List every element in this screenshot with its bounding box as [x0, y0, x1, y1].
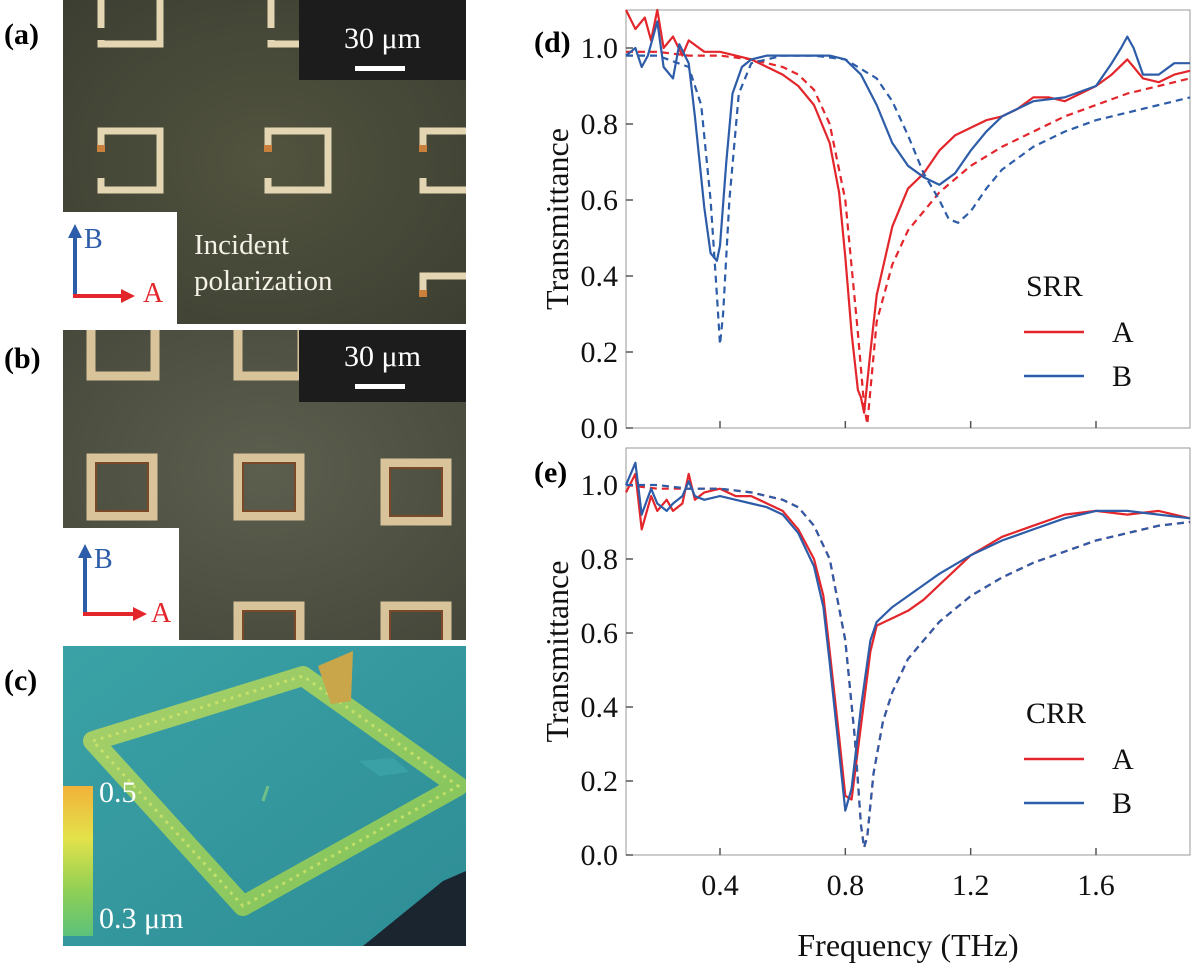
axis-b-arrowhead — [68, 224, 82, 238]
scale-bar-line — [355, 66, 405, 71]
legend-label-b: B — [1112, 787, 1132, 820]
series-line-dashed-b — [626, 54, 1191, 346]
panel-label-d: (d) — [534, 26, 571, 59]
polarization-inset-a: B A — [63, 212, 177, 324]
y-tick-label: 0.4 — [581, 691, 619, 724]
axis-b-label: B — [84, 224, 103, 255]
y-axis-label: Transmittance — [539, 128, 575, 310]
profilometry-c: 0.5 0.3 μm — [63, 646, 466, 946]
scale-bar-b: 30 μm — [299, 330, 466, 402]
height-map-image — [63, 646, 466, 946]
y-tick-label: 0.8 — [581, 108, 619, 141]
series-line-b — [624, 461, 1191, 812]
legend-title: CRR — [1026, 697, 1086, 730]
series-line-a — [625, 8, 1191, 414]
y-tick-label: 0.2 — [581, 336, 619, 369]
y-tick-label: 0.6 — [581, 617, 619, 650]
series-line-b — [625, 20, 1190, 262]
colorbar-min-label: 0.3 μm — [99, 902, 184, 935]
micrograph-a: 30 μm B A Incident polarization — [63, 0, 466, 324]
axis-a-label: A — [151, 598, 172, 629]
panel-label-b: (b) — [4, 342, 41, 375]
y-tick-label: 0.4 — [581, 260, 619, 293]
y-axis-label: Transmittance — [539, 561, 575, 743]
series-line-a — [625, 472, 1191, 801]
plot-frame — [625, 447, 1191, 856]
scale-bar-line — [355, 384, 405, 389]
plot-frame — [625, 9, 1191, 429]
micrograph-b: 30 μm B A — [63, 330, 466, 640]
x-axis-label: Frequency (THz) — [797, 927, 1018, 963]
caption-line-1: Incident — [194, 229, 290, 261]
y-tick-label: 0.2 — [581, 765, 619, 798]
legend-title: SRR — [1026, 270, 1083, 303]
legend-label-a: A — [1112, 316, 1134, 349]
legend-label-b: B — [1112, 360, 1132, 393]
axis-b-arrowhead — [78, 544, 92, 558]
x-tick-label: 1.2 — [952, 869, 990, 902]
axis-a-arrowhead — [121, 289, 135, 303]
series-line-dashed-a — [625, 483, 1191, 849]
incident-polarization-caption: Incident polarization — [194, 227, 333, 299]
y-tick-label: 1.0 — [581, 32, 619, 65]
y-tick-label: 0.6 — [581, 184, 619, 217]
colorbar — [63, 786, 93, 936]
panel-label-e: (e) — [534, 456, 568, 489]
scale-bar-label: 30 μm — [344, 22, 421, 55]
y-tick-label: 0.0 — [581, 839, 619, 872]
axis-b-label: B — [94, 544, 113, 575]
x-tick-label: 0.8 — [827, 869, 865, 902]
x-tick-label: 0.4 — [701, 869, 739, 902]
legend-label-a: A — [1112, 743, 1134, 776]
scale-bar-label: 30 μm — [344, 340, 421, 373]
scale-bar-a: 30 μm — [299, 0, 466, 80]
polarization-inset-b: B A — [63, 528, 179, 640]
panel-label-c: (c) — [4, 664, 38, 697]
colorbar-max-label: 0.5 — [99, 776, 137, 809]
x-tick-label: 1.6 — [1077, 869, 1115, 902]
series-line-dashed-a — [626, 50, 1191, 426]
caption-line-2: polarization — [194, 265, 333, 297]
y-tick-label: 0.0 — [581, 412, 619, 445]
series-line-dashed-b — [626, 483, 1191, 849]
panel-label-a: (a) — [4, 18, 39, 51]
axis-a-label: A — [143, 278, 164, 309]
axis-a-arrowhead — [133, 607, 147, 621]
y-tick-label: 0.8 — [581, 543, 619, 576]
y-tick-label: 1.0 — [581, 469, 619, 502]
